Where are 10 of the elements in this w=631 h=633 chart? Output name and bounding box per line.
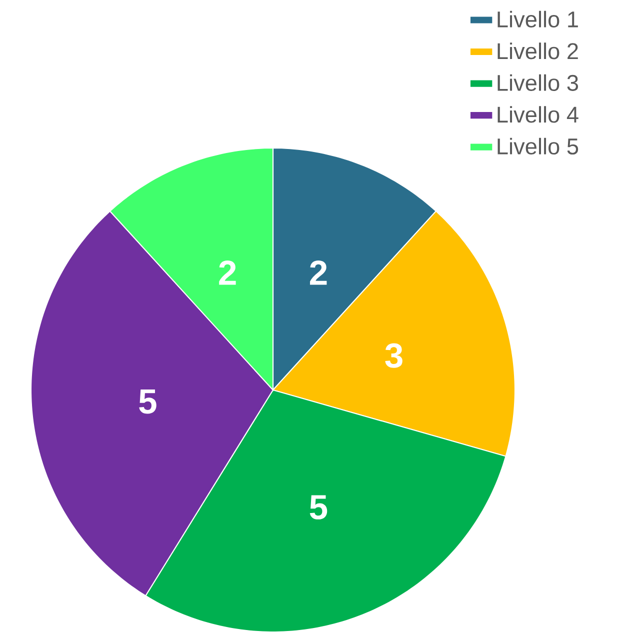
- data-label: 2: [219, 260, 236, 285]
- data-label: 5: [139, 390, 156, 414]
- legend-label: Livello 1: [498, 10, 578, 28]
- legend-label: Livello 5: [498, 138, 578, 155]
- legend-label: Livello 3: [498, 74, 578, 91]
- data-label: 5: [310, 495, 328, 520]
- data-label: 2: [310, 260, 327, 285]
- data-label: 3: [385, 343, 402, 368]
- legend-label: Livello 2: [498, 42, 578, 60]
- legend-label: Livello 4: [498, 106, 578, 123]
